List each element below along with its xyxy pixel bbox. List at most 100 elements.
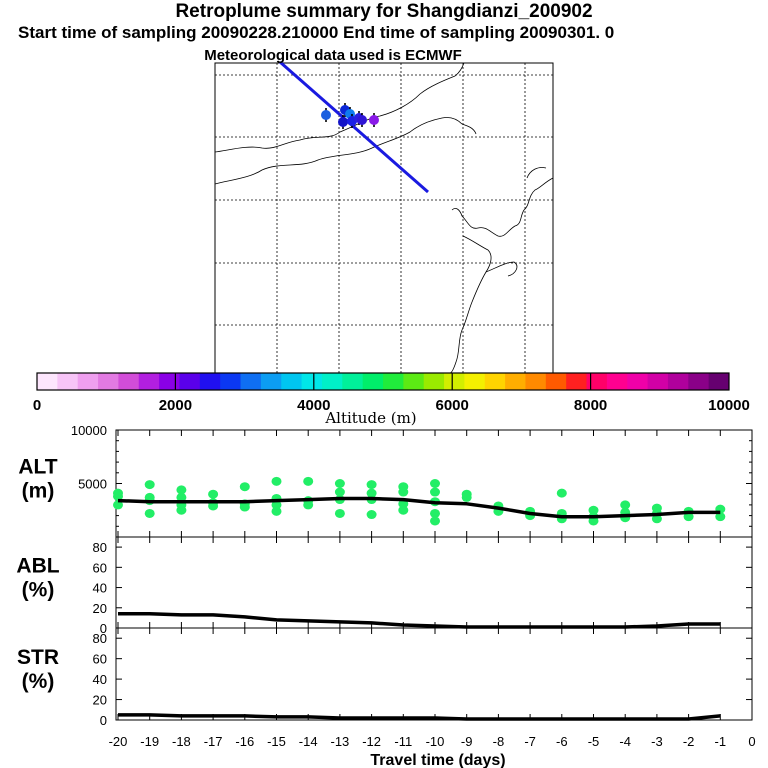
colorbar-swatch xyxy=(525,373,547,390)
x-tick-label: -13 xyxy=(331,734,350,749)
alt-scatter-point xyxy=(366,480,377,490)
colorbar-swatch xyxy=(220,373,242,390)
x-tick-label: -7 xyxy=(524,734,536,749)
alt-scatter-point xyxy=(334,487,345,497)
y-tick-label: 20 xyxy=(93,693,107,708)
alt-scatter-point xyxy=(651,503,662,513)
colorbar-swatch xyxy=(586,373,608,390)
colorbar-frame xyxy=(36,372,730,391)
alt-scatter-point xyxy=(176,492,187,502)
colorbar-swatch xyxy=(199,373,221,390)
colorbar-swatch xyxy=(423,373,445,390)
colorbar-swatch xyxy=(505,373,526,390)
y-tick-label: 0 xyxy=(100,713,107,728)
y-tick-label: 20 xyxy=(93,601,107,616)
x-tick-label: -10 xyxy=(426,734,445,749)
str-series-line xyxy=(118,713,721,721)
map-frame xyxy=(214,62,554,374)
alt-scatter-point xyxy=(176,485,187,495)
colorbar-tick-label: 8000 xyxy=(574,397,607,414)
x-tick-label: -5 xyxy=(588,734,600,749)
colorbar-swatch xyxy=(545,373,567,390)
colorbar-swatch xyxy=(260,373,282,390)
alt-scatter-point xyxy=(366,488,377,498)
x-tick-label: -14 xyxy=(299,734,318,749)
colorbar-tick-label: 10000 xyxy=(708,397,750,414)
colorbar-tick-label: 0 xyxy=(33,397,41,414)
alt-scatter-point xyxy=(556,488,567,498)
x-tick-label: -6 xyxy=(556,734,568,749)
colorbar-swatch xyxy=(464,373,486,390)
x-tick-label: -11 xyxy=(394,734,412,749)
colorbar-swatch xyxy=(118,373,140,390)
alt-scatter-point xyxy=(461,489,472,499)
altitude-colorbar: 0 2000 4000 6000 8000 10000 xyxy=(33,372,750,414)
colorbar-swatch xyxy=(444,373,465,390)
alt-scatter-point xyxy=(430,479,440,488)
colorbar-swatch xyxy=(179,373,201,390)
y-axis-label: (%) xyxy=(22,670,55,693)
colorbar-tick-label: 4000 xyxy=(297,397,330,414)
alt-scatter-point xyxy=(366,510,377,520)
colorbar-swatch xyxy=(688,373,710,390)
chart-title: Retroplume summary for Shangdianzi_20090… xyxy=(175,1,593,22)
y-tick-label: 10000 xyxy=(71,423,107,438)
colorbar-swatch xyxy=(138,373,160,390)
colorbar-swatch xyxy=(647,373,669,390)
x-tick-label: -3 xyxy=(651,734,663,749)
alt-scatter-point xyxy=(430,516,440,526)
colorbar-swatch xyxy=(281,373,303,390)
x-tick-label: -1 xyxy=(715,734,727,749)
alt-scatter-point xyxy=(144,492,155,502)
colorbar-swatch xyxy=(606,373,628,390)
x-axis-label: Travel time (days) xyxy=(370,752,505,768)
y-tick-label: 5000 xyxy=(78,477,107,492)
x-tick-label: -12 xyxy=(362,734,381,749)
y-tick-label: 80 xyxy=(93,631,107,646)
alt-scatter-point xyxy=(239,482,250,492)
colorbar-swatch xyxy=(77,373,99,390)
colorbar-swatch xyxy=(362,373,384,390)
alt-scatter-point xyxy=(430,508,440,518)
time-series-panels: 100005000ALT(m)806040200ABL(%)806040200S… xyxy=(16,423,755,768)
alt-scatter-point xyxy=(334,508,345,518)
y-axis-label: (m) xyxy=(22,480,55,503)
colorbar-swatch xyxy=(383,373,404,390)
x-tick-label: -16 xyxy=(235,734,254,749)
y-tick-label: 60 xyxy=(93,652,107,667)
alt-scatter-point xyxy=(144,480,155,490)
map-altitude-points xyxy=(321,103,379,129)
colorbar-swatch xyxy=(484,373,506,390)
colorbar-swatch xyxy=(708,373,730,390)
colorbar-tick-label: 2000 xyxy=(159,397,192,414)
y-axis-label: STR xyxy=(17,646,59,669)
colorbar-swatch xyxy=(240,373,262,390)
alt-scatter-point xyxy=(430,487,440,497)
x-tick-label: -4 xyxy=(619,734,631,749)
alt-series-line xyxy=(117,496,721,519)
y-axis-label: ABL xyxy=(16,555,59,578)
y-tick-label: 40 xyxy=(93,672,107,687)
map-point xyxy=(369,115,379,125)
alt-scatter-point xyxy=(271,506,282,516)
map-point xyxy=(321,110,331,120)
map-gridlines xyxy=(215,63,553,373)
alt-scatter-point xyxy=(113,500,123,510)
colorbar-label: Altitude (m) xyxy=(324,409,416,427)
colorbar-swatch xyxy=(627,373,649,390)
alt-scatter-point xyxy=(144,508,155,518)
y-tick-label: 60 xyxy=(93,560,107,575)
alt-scatter-point xyxy=(208,489,219,499)
met-label: Meteorological data used is ECMWF xyxy=(204,47,462,64)
alt-scatter-point xyxy=(715,512,726,522)
alt-scatter-point xyxy=(398,482,409,492)
colorbar-swatch xyxy=(37,373,58,390)
map-panel: Meteorological data used is ECMWF xyxy=(204,47,554,374)
colorbar-swatch xyxy=(301,373,323,390)
y-tick-label: 40 xyxy=(93,581,107,596)
x-tick-label: -9 xyxy=(461,734,473,749)
y-tick-label: 80 xyxy=(93,540,107,555)
y-axis-label: ALT xyxy=(18,456,57,479)
alt-scatter-point xyxy=(271,476,282,486)
